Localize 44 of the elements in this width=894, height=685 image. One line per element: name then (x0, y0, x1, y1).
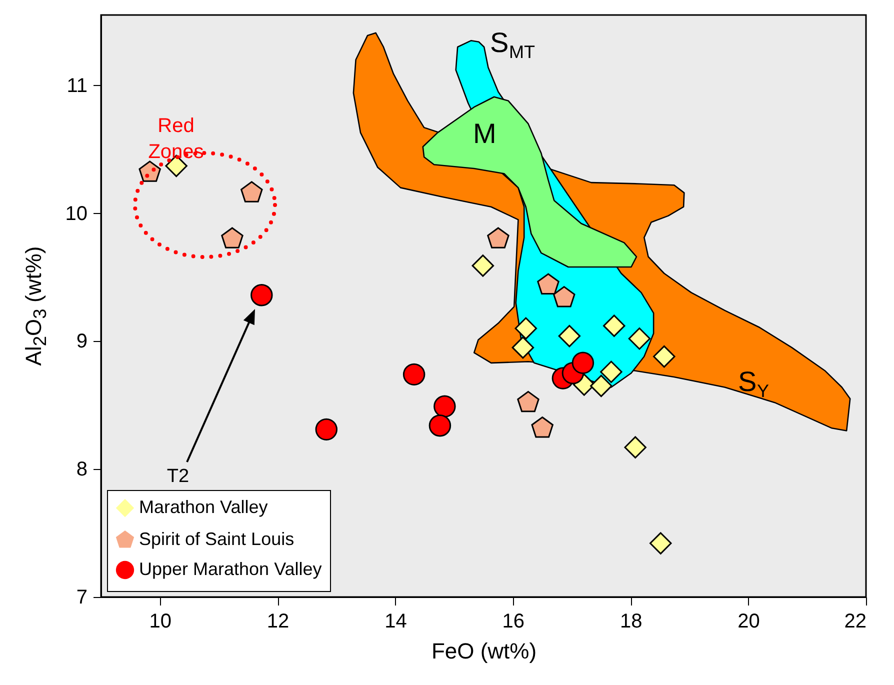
x-axis-title: FeO (wt%) (431, 638, 537, 664)
legend-label: Spirit of Saint Louis (139, 529, 294, 549)
x-tick-label: 10 (149, 610, 172, 632)
point (434, 395, 456, 418)
point (514, 317, 537, 340)
point (512, 336, 534, 359)
point (572, 352, 594, 374)
y-tick-label: 9 (76, 330, 88, 353)
x-tick-label: 20 (738, 610, 760, 632)
point (537, 273, 560, 294)
point (315, 418, 338, 441)
x-tick-label: 22 (844, 610, 866, 632)
x-tick-label: 12 (266, 610, 290, 632)
point (138, 160, 161, 182)
point (221, 227, 244, 248)
point (553, 286, 576, 308)
x-tick-label: 16 (502, 610, 525, 632)
y-tick-label: 11 (66, 74, 88, 97)
point (653, 345, 676, 368)
y-tick-label: 8 (76, 458, 88, 481)
y-tick-label: 7 (76, 586, 88, 608)
point (402, 363, 426, 386)
x-tick-label: 14 (384, 610, 407, 632)
point (650, 532, 672, 554)
point (240, 181, 263, 202)
point (517, 390, 540, 412)
point (603, 314, 626, 337)
point (558, 324, 581, 348)
point (590, 374, 612, 398)
annotation: T2 (166, 466, 190, 487)
x-tick-label: 18 (620, 610, 642, 632)
y-tick-label: 10 (65, 202, 88, 225)
annotation: Red Zones (148, 115, 204, 163)
point (428, 414, 452, 437)
point (600, 360, 622, 383)
legend-label: Marathon Valley (139, 497, 268, 517)
series-label: M (473, 118, 496, 149)
point (624, 436, 646, 458)
point (531, 416, 554, 438)
point (250, 284, 273, 306)
point (472, 254, 494, 277)
point (628, 328, 651, 350)
point (487, 227, 510, 248)
legend-label: Upper Marathon Valley (139, 559, 322, 579)
